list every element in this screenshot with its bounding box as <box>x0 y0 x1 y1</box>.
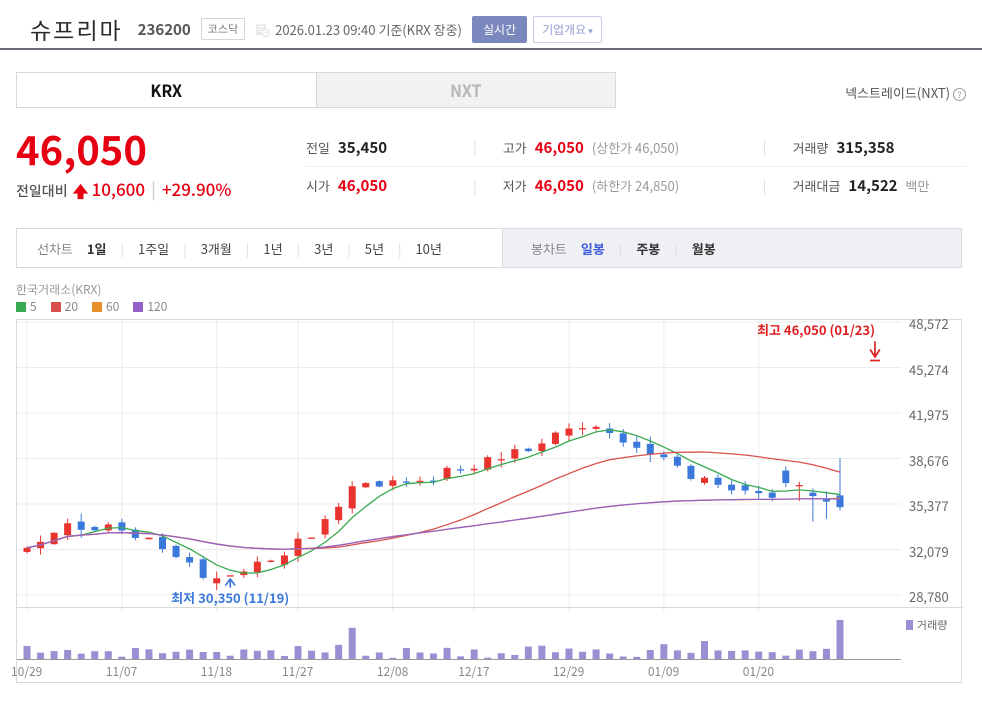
svg-text:최고 46,050 (01/23): 최고 46,050 (01/23) <box>757 320 875 339</box>
svg-text:최저 30,350 (11/19): 최저 30,350 (11/19) <box>171 588 289 607</box>
